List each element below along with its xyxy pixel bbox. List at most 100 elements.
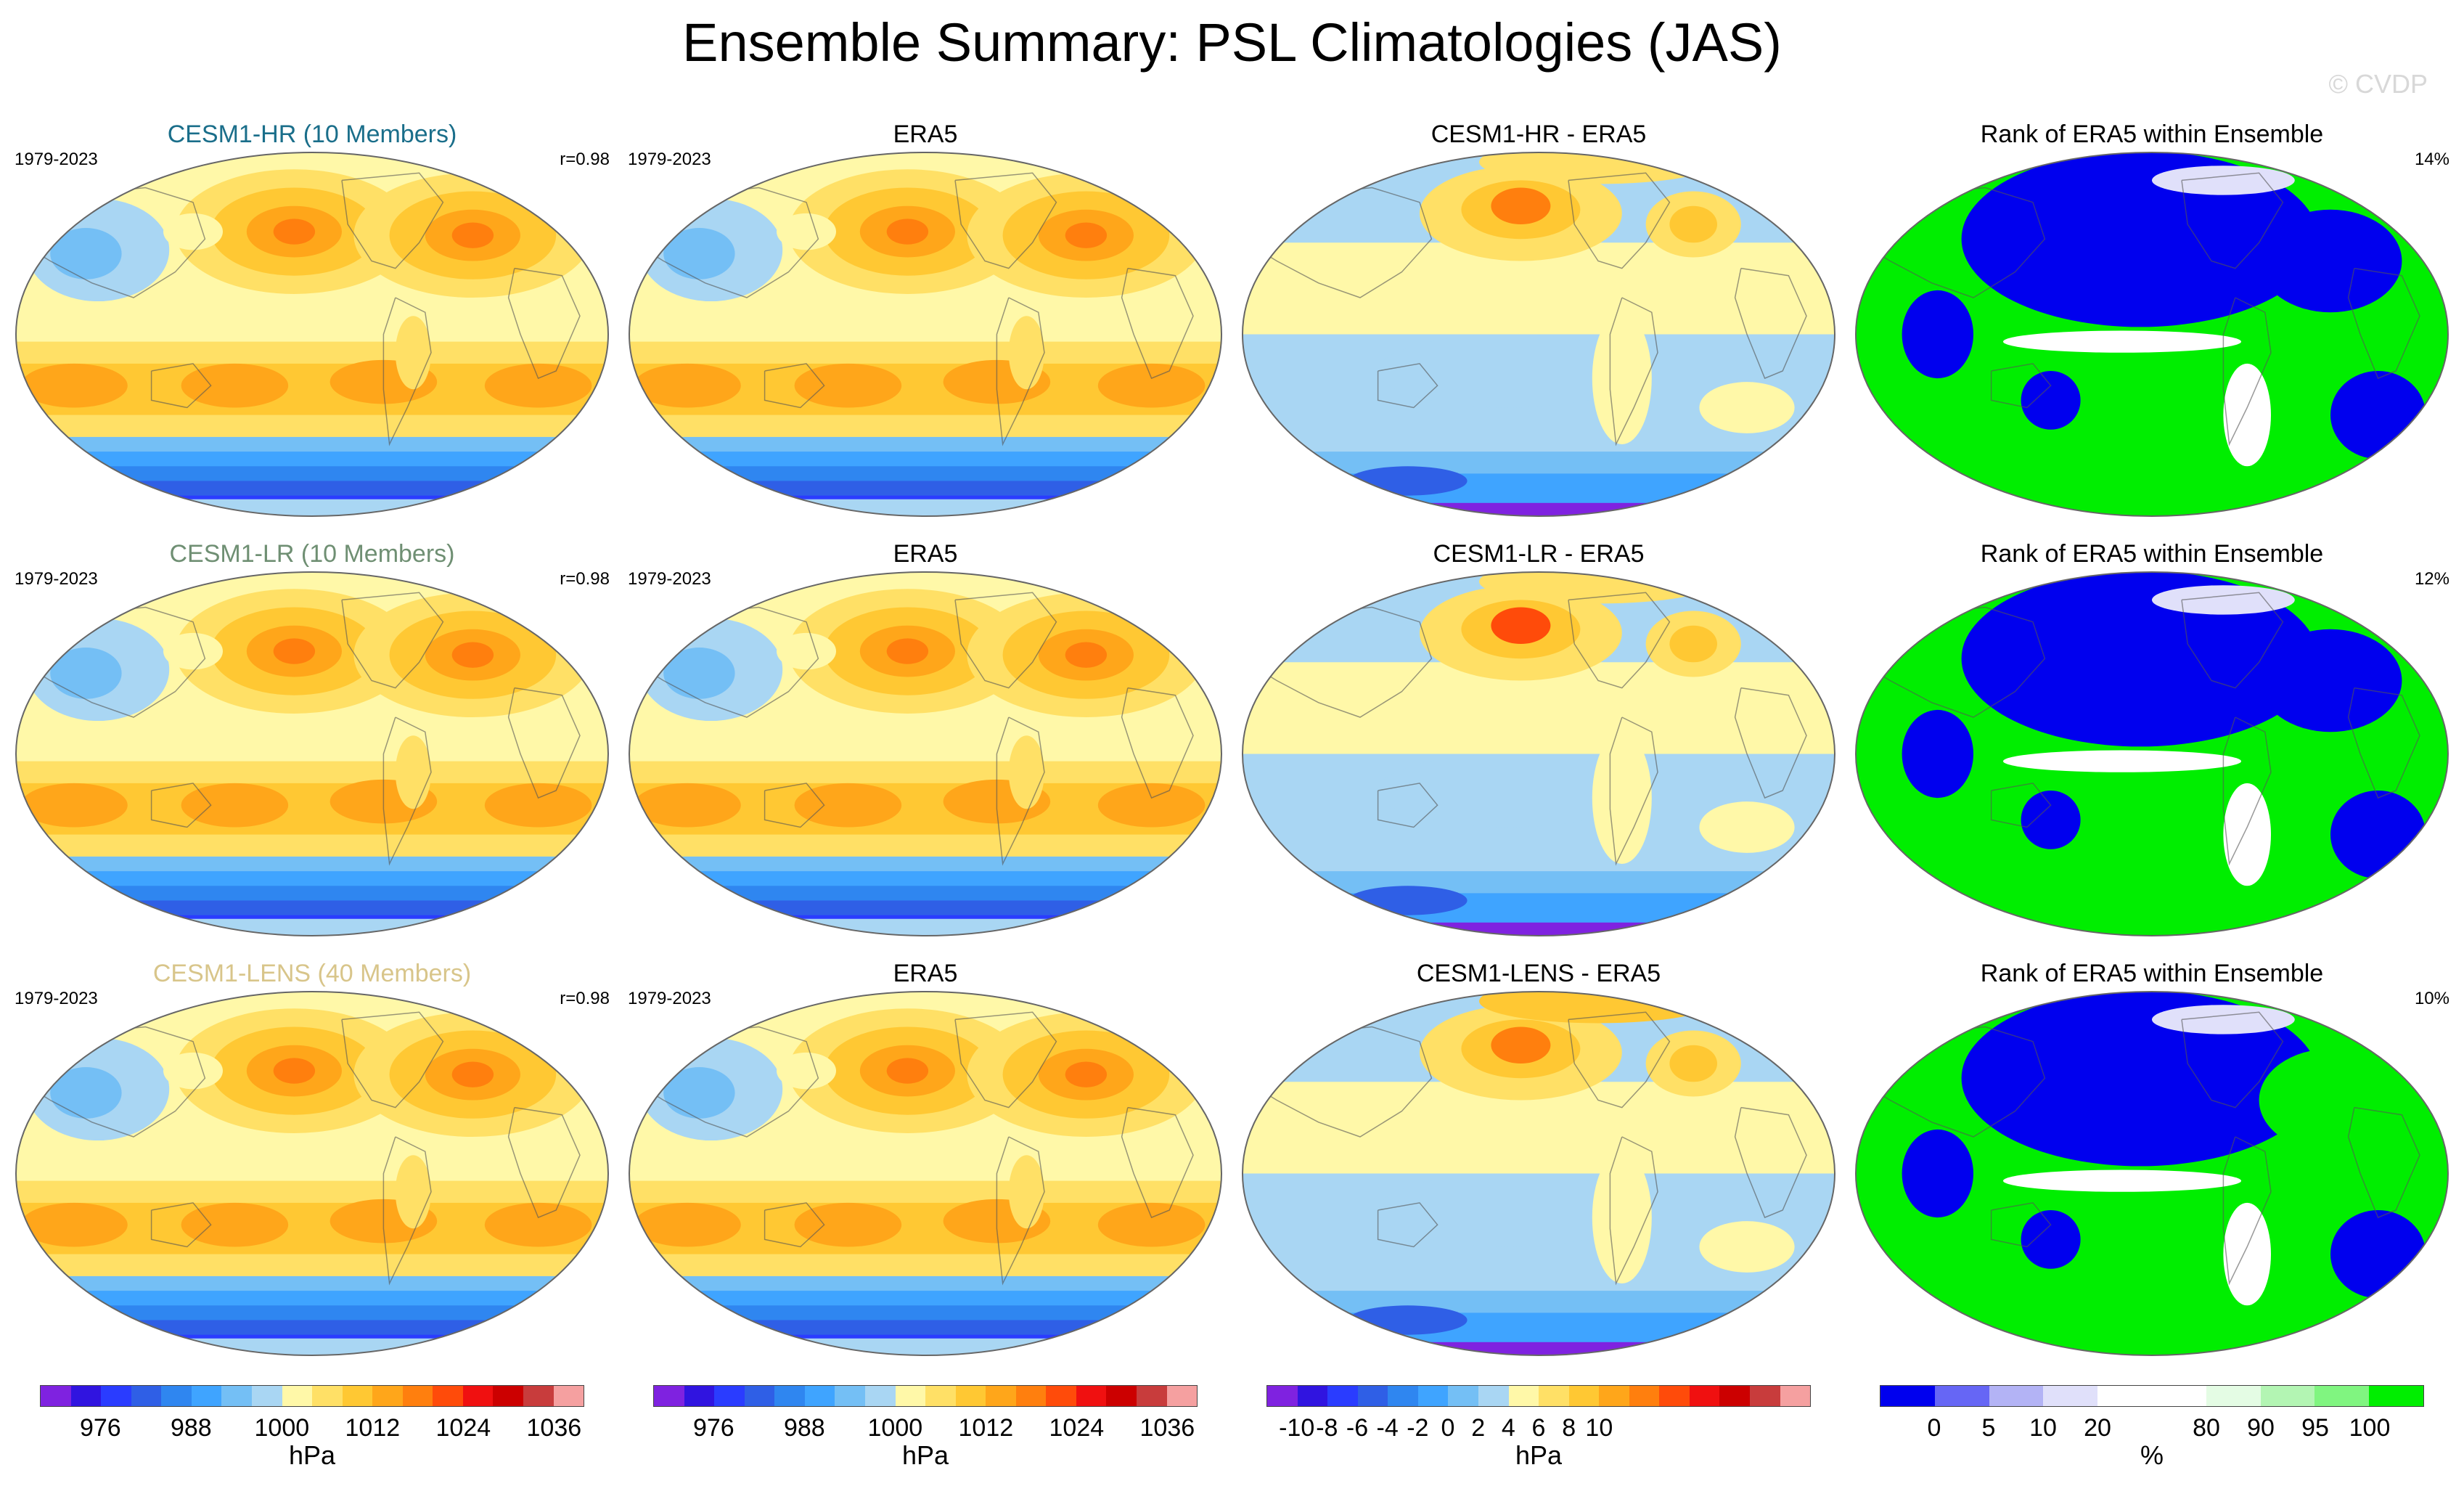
colorbar-swatch bbox=[1166, 1386, 1198, 1406]
period-label: 1979-2023 bbox=[15, 569, 98, 589]
colorbar-labels: 976 988 1000 1012 1024 1036 bbox=[653, 1414, 1198, 1443]
pattern-correlation-label: r=0.98 bbox=[560, 150, 610, 169]
colorbar-swatch bbox=[986, 1386, 1016, 1406]
map-outline bbox=[1242, 152, 1835, 517]
colorbar-swatch bbox=[1689, 1386, 1720, 1406]
colorbar-swatch bbox=[1106, 1386, 1137, 1406]
colorbar-swatch bbox=[342, 1386, 373, 1406]
map-outline bbox=[629, 571, 1222, 936]
map-outline bbox=[1855, 991, 2449, 1356]
panel-title: ERA5 bbox=[893, 960, 958, 987]
colorbar bbox=[1880, 1385, 2424, 1407]
colorbar-tick-label: 20 bbox=[2084, 1414, 2111, 1442]
rank-percent-label: 10% bbox=[2414, 989, 2449, 1008]
colorbar-tick-label: 1036 bbox=[1139, 1414, 1195, 1442]
diff-map bbox=[1242, 152, 1835, 517]
colorbar-swatch bbox=[774, 1386, 805, 1406]
diff-map bbox=[1242, 571, 1835, 936]
panel-title: CESM1-HR - ERA5 bbox=[1430, 121, 1647, 148]
colorbar-tick-label: 2 bbox=[1471, 1414, 1486, 1442]
colorbar-tick-label: 1012 bbox=[345, 1414, 401, 1442]
map-outline bbox=[1242, 991, 1835, 1356]
colorbar-swatch bbox=[282, 1386, 313, 1406]
colorbar-swatch bbox=[553, 1386, 584, 1406]
colorbar-swatch bbox=[2151, 1386, 2206, 1406]
colorbar-swatch bbox=[2206, 1386, 2261, 1406]
period-label: 1979-2023 bbox=[15, 150, 98, 169]
colorbar-swatch bbox=[523, 1386, 554, 1406]
model-map bbox=[15, 152, 609, 517]
colorbar-tick-label: 976 bbox=[692, 1414, 734, 1442]
colorbar-swatch bbox=[1076, 1386, 1107, 1406]
panel-title: Rank of ERA5 within Ensemble bbox=[1980, 121, 2324, 148]
colorbar-tick-label: 10 bbox=[2029, 1414, 2057, 1442]
colorbar-tick-label: 1000 bbox=[254, 1414, 310, 1442]
colorbar-swatch bbox=[2097, 1386, 2152, 1406]
pattern-correlation-label: r=0.98 bbox=[560, 569, 610, 589]
colorbar-swatch bbox=[1599, 1386, 1629, 1406]
pattern-correlation-label: r=0.98 bbox=[560, 989, 610, 1008]
colorbar-unit: hPa bbox=[288, 1440, 336, 1470]
colorbar-swatch bbox=[131, 1386, 162, 1406]
colorbar-swatch bbox=[1568, 1386, 1600, 1406]
colorbar-tick-label: -8 bbox=[1316, 1414, 1338, 1442]
colorbar-swatch bbox=[1417, 1386, 1449, 1406]
colorbar-tick-label: 4 bbox=[1501, 1414, 1515, 1442]
colorbar-swatch bbox=[1508, 1386, 1539, 1406]
colorbar-swatch bbox=[1267, 1386, 1298, 1406]
colorbar-swatch bbox=[1659, 1386, 1690, 1406]
colorbar-swatch bbox=[864, 1386, 896, 1406]
colorbar-swatch bbox=[2043, 1386, 2098, 1406]
period-label: 1979-2023 bbox=[628, 989, 711, 1008]
colorbar-tick-label: 90 bbox=[2247, 1414, 2275, 1442]
colorbar-swatch bbox=[221, 1386, 252, 1406]
colorbar-swatch bbox=[1934, 1386, 1989, 1406]
colorbar-swatch bbox=[372, 1386, 403, 1406]
colorbar bbox=[653, 1385, 1198, 1407]
colorbar-swatch bbox=[493, 1386, 523, 1406]
colorbar bbox=[1266, 1385, 1811, 1407]
colorbar-swatch bbox=[191, 1386, 222, 1406]
colorbar-tick-label: -10 bbox=[1279, 1414, 1315, 1442]
map-outline bbox=[15, 991, 609, 1356]
colorbar-tick-label: 1024 bbox=[435, 1414, 491, 1442]
colorbar-swatch bbox=[1015, 1386, 1047, 1406]
rank-map bbox=[1855, 571, 2449, 936]
colorbar-tick-label: 8 bbox=[1562, 1414, 1576, 1442]
colorbar-tick-label: 10 bbox=[1585, 1414, 1613, 1442]
colorbar-labels: 0 5 10 20 80 90 95 100 bbox=[1880, 1414, 2424, 1443]
colorbar-tick-label: 5 bbox=[1981, 1414, 1996, 1442]
colorbar-tick-label: 988 bbox=[170, 1414, 212, 1442]
colorbar-swatch bbox=[2260, 1386, 2315, 1406]
panel-title: Rank of ERA5 within Ensemble bbox=[1980, 540, 2324, 568]
colorbar-swatch bbox=[1357, 1386, 1388, 1406]
colorbar-tick-label: 95 bbox=[2301, 1414, 2329, 1442]
panel-title: ERA5 bbox=[893, 121, 958, 148]
colorbar-swatch bbox=[1448, 1386, 1478, 1406]
colorbar-unit: hPa bbox=[901, 1440, 949, 1470]
obs-map bbox=[629, 152, 1222, 517]
colorbar-swatch bbox=[955, 1386, 986, 1406]
period-label: 1979-2023 bbox=[15, 989, 98, 1008]
rank-percent-label: 12% bbox=[2414, 569, 2449, 589]
map-outline bbox=[1855, 152, 2449, 517]
colorbar-swatch bbox=[462, 1386, 494, 1406]
map-outline bbox=[1242, 571, 1835, 936]
colorbar bbox=[40, 1385, 584, 1407]
colorbar-swatch bbox=[1046, 1386, 1076, 1406]
colorbar-tick-label: -6 bbox=[1346, 1414, 1369, 1442]
obs-map bbox=[629, 991, 1222, 1356]
colorbar-swatch bbox=[101, 1386, 131, 1406]
rank-map bbox=[1855, 152, 2449, 517]
colorbar-unit: hPa bbox=[1515, 1440, 1563, 1470]
panel-title: Rank of ERA5 within Ensemble bbox=[1980, 960, 2324, 987]
colorbar-swatch bbox=[41, 1386, 71, 1406]
colorbar-tick-label: 80 bbox=[2193, 1414, 2220, 1442]
map-outline bbox=[629, 152, 1222, 517]
colorbar-labels: 976 988 1000 1012 1024 1036 bbox=[40, 1414, 584, 1443]
colorbar-swatch bbox=[1629, 1386, 1660, 1406]
colorbar-swatch bbox=[2369, 1386, 2423, 1406]
period-label: 1979-2023 bbox=[628, 569, 711, 589]
map-outline bbox=[15, 571, 609, 936]
